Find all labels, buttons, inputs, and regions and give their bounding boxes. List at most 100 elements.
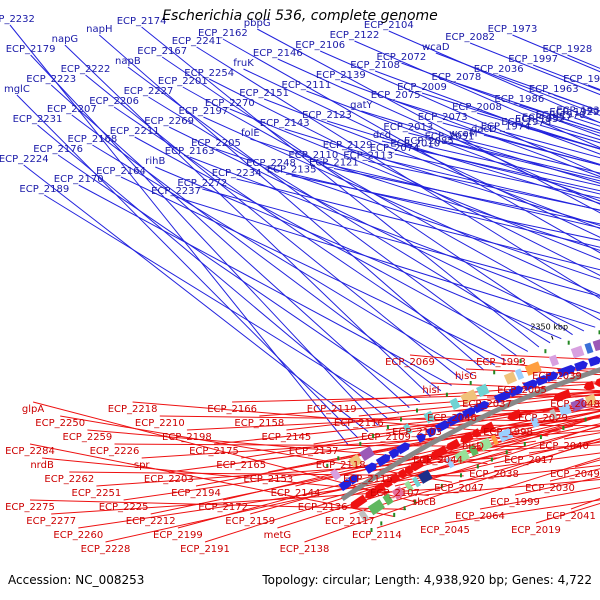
accession-label: Accession: NC_008253: [8, 573, 145, 587]
gene-feature: [367, 499, 385, 516]
gene-label: dacD: [471, 124, 497, 135]
leader-line: [408, 132, 600, 182]
leader-line: [78, 469, 476, 529]
gene-label: ECP_2051: [425, 132, 475, 143]
gene-label: ECP_1952: [515, 114, 565, 125]
gene-feature: [423, 410, 436, 424]
gene-feature: [468, 444, 479, 457]
gene-feature: [514, 368, 525, 380]
leader-line: [268, 406, 600, 473]
gene-label: ECP_2223: [26, 74, 76, 85]
marker-dot: [326, 463, 329, 468]
gene-feature: [445, 457, 455, 469]
gene-label: ECP_1970: [536, 110, 586, 121]
gene-feature: [434, 420, 450, 433]
gene-label: sbcB: [412, 497, 436, 508]
gene-label: napG: [52, 34, 79, 45]
gene-label: nrdB: [30, 460, 54, 471]
gene-label: ECP_2145: [262, 432, 312, 443]
leader-line: [78, 184, 452, 386]
gene-label: ECP_2114: [352, 530, 402, 541]
gene-feature: [388, 448, 400, 459]
leader-line: [319, 50, 600, 175]
gene-feature: [403, 423, 413, 435]
gene-label: ECP_2231: [13, 114, 63, 125]
gene-label: ECP_1939: [556, 105, 600, 116]
forward-marker-track: [326, 330, 600, 468]
gene-label: ECP_2275: [5, 502, 55, 513]
gene-label: ECP_2159: [225, 516, 275, 527]
gene-label: ECP_2251: [72, 488, 122, 499]
gene-label: hisD: [462, 441, 484, 452]
gene-label: ECP_2107: [370, 488, 420, 499]
leader-line: [304, 438, 600, 543]
gene-feature: [404, 465, 414, 475]
leader-line: [277, 58, 600, 205]
gene-label: ECP_2175: [189, 446, 239, 457]
gene-label: ECP_2206: [89, 96, 139, 107]
gene-feature: [382, 477, 393, 488]
gene-label: ECP_2201: [158, 76, 208, 87]
leader-line: [202, 188, 600, 297]
gene-feature: [425, 427, 437, 438]
marker-dot: [445, 392, 448, 397]
marker-dot: [505, 450, 508, 455]
gene-feature: [398, 468, 408, 479]
gene-label: ECP_1963: [529, 84, 579, 95]
gene-feature: [594, 378, 600, 387]
leader-line: [368, 160, 600, 211]
leader-line: [333, 168, 600, 225]
leader-line: [215, 148, 600, 280]
gene-label: ECP_2191: [180, 544, 230, 555]
gene-label: ECP_2072: [377, 52, 427, 63]
gene-label: ECP_1973: [488, 24, 538, 35]
gene-label: ECP_2122: [330, 30, 380, 41]
gene-label: ECP_2162: [198, 28, 248, 39]
gene-feature: [553, 389, 572, 402]
figure-title: Escherichia coli 536, complete genome: [162, 8, 438, 24]
gene-label: ECP_2040: [539, 441, 589, 452]
gene-label: ECP_2078: [432, 72, 482, 83]
gene-label: ECP_2047: [434, 483, 484, 494]
gene-label: ECP_2166: [207, 404, 257, 415]
gene-label: rihB: [145, 156, 165, 167]
gene-label: ECP_2170: [54, 174, 104, 185]
leader-line: [29, 499, 407, 510]
leader-line: [175, 196, 596, 328]
leader-line: [374, 70, 600, 155]
gene-feature: [350, 494, 368, 510]
gene-label: ECP_2237: [151, 186, 201, 197]
marker-dot: [414, 499, 416, 504]
gene-label: ECP_2218: [108, 404, 158, 415]
forward-feature-track: [329, 339, 600, 481]
gene-label: ECP_2197: [179, 106, 229, 117]
gene-label: ECP_2224: [0, 154, 49, 165]
gene-feature: [570, 397, 587, 412]
gene-label: ECP_2085: [404, 136, 454, 147]
gene-label: ECP_1999: [490, 497, 540, 508]
gene-label: ECP_2269: [144, 116, 194, 127]
leader-line: [458, 465, 600, 482]
leader-line: [232, 392, 600, 403]
gene-label: ECP_2174: [117, 16, 167, 27]
leader-line: [381, 140, 600, 195]
leader-line: [87, 429, 488, 465]
gene-label: ECP_2121: [309, 158, 359, 169]
leader-line: [463, 139, 600, 174]
gene-label: ECP_2137: [289, 446, 339, 457]
leader-line: [259, 390, 600, 417]
leader-line: [23, 164, 369, 433]
gene-label: ECP_2010: [390, 139, 440, 150]
gene-label: ECP_2111: [282, 80, 332, 91]
leader-line: [449, 142, 600, 179]
leader-line: [331, 382, 600, 403]
gene-feature: [411, 476, 421, 488]
gene-label: ECP_2226: [90, 446, 140, 457]
forward-label-leaders: [9, 24, 600, 445]
gene-label: ECP_2129: [323, 140, 373, 151]
leader-line: [442, 122, 600, 166]
leader-line: [229, 108, 600, 261]
gene-label: ECP_2228: [81, 544, 131, 555]
gene-label: ECP_1957: [522, 113, 572, 124]
leader-line: [395, 100, 600, 165]
